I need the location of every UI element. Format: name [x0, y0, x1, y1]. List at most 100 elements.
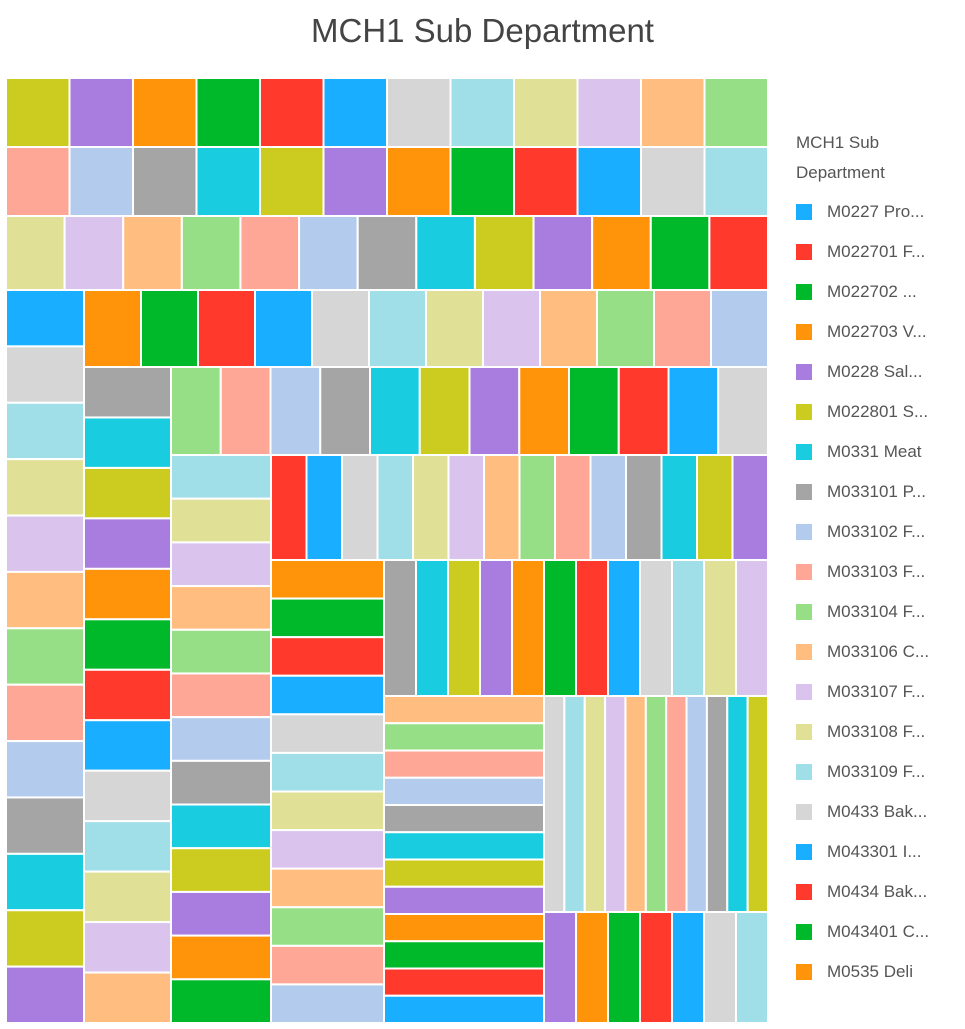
treemap-tile[interactable]: [607, 559, 641, 697]
treemap-tile[interactable]: [219, 366, 272, 456]
treemap-tile[interactable]: [5, 458, 85, 517]
treemap-tile[interactable]: [513, 77, 579, 148]
legend-item[interactable]: M0227 Pro...: [796, 192, 956, 232]
treemap-tile[interactable]: [660, 454, 698, 561]
treemap-tile[interactable]: [665, 695, 688, 913]
treemap-tile[interactable]: [383, 913, 545, 943]
treemap-tile[interactable]: [479, 559, 513, 697]
treemap-tile[interactable]: [447, 559, 481, 697]
treemap-tile[interactable]: [83, 618, 172, 671]
treemap-tile[interactable]: [482, 289, 541, 368]
treemap-tile[interactable]: [83, 719, 172, 772]
treemap-tile[interactable]: [468, 366, 521, 456]
treemap-tile[interactable]: [170, 541, 272, 588]
treemap-tile[interactable]: [83, 517, 172, 570]
treemap-tile[interactable]: [5, 570, 85, 630]
treemap-tile[interactable]: [383, 858, 545, 888]
treemap-tile[interactable]: [710, 289, 769, 368]
treemap-tile[interactable]: [376, 454, 414, 561]
treemap-tile[interactable]: [703, 559, 737, 697]
treemap-tile[interactable]: [5, 740, 85, 799]
treemap-tile[interactable]: [195, 146, 261, 217]
treemap-tile[interactable]: [383, 804, 545, 834]
treemap-tile[interactable]: [170, 716, 272, 762]
treemap-tile[interactable]: [591, 215, 652, 291]
treemap-tile[interactable]: [671, 911, 705, 1024]
treemap-tile[interactable]: [270, 751, 385, 793]
treemap-tile[interactable]: [589, 454, 627, 561]
treemap-tile[interactable]: [511, 559, 545, 697]
legend-item[interactable]: M022703 V...: [796, 312, 956, 352]
treemap-tile[interactable]: [5, 345, 85, 404]
legend-item[interactable]: M0228 Sal...: [796, 352, 956, 392]
treemap-tile[interactable]: [270, 597, 385, 639]
treemap-tile[interactable]: [703, 911, 737, 1024]
treemap-tile[interactable]: [83, 416, 172, 469]
treemap-tile[interactable]: [383, 559, 417, 697]
treemap-tile[interactable]: [513, 146, 579, 217]
treemap-tile[interactable]: [83, 466, 172, 520]
treemap-tile[interactable]: [483, 454, 521, 561]
treemap-tile[interactable]: [270, 559, 385, 600]
treemap-tile[interactable]: [5, 289, 85, 348]
treemap-tile[interactable]: [369, 366, 421, 456]
treemap-tile[interactable]: [83, 769, 172, 823]
treemap-tile[interactable]: [270, 790, 385, 832]
treemap-tile[interactable]: [83, 366, 172, 419]
treemap-tile[interactable]: [140, 289, 199, 368]
treemap-tile[interactable]: [383, 831, 545, 861]
legend-item[interactable]: M033106 C...: [796, 632, 956, 672]
treemap-tile[interactable]: [568, 366, 620, 456]
treemap-tile[interactable]: [473, 215, 535, 291]
treemap-tile[interactable]: [746, 695, 769, 913]
treemap-tile[interactable]: [640, 146, 706, 217]
treemap-tile[interactable]: [554, 454, 592, 561]
treemap-tile[interactable]: [625, 454, 663, 561]
treemap-tile[interactable]: [170, 847, 272, 893]
legend-item[interactable]: M0331 Meat: [796, 432, 956, 472]
treemap-tile[interactable]: [83, 567, 172, 621]
treemap-tile[interactable]: [640, 77, 706, 148]
treemap-tile[interactable]: [83, 870, 172, 924]
legend-item[interactable]: M0434 Bak...: [796, 872, 956, 912]
treemap-tile[interactable]: [68, 146, 134, 217]
treemap-tile[interactable]: [653, 289, 712, 368]
treemap-tile[interactable]: [270, 983, 385, 1025]
treemap-tile[interactable]: [386, 146, 452, 217]
treemap-tile[interactable]: [259, 146, 325, 217]
treemap-tile[interactable]: [298, 215, 359, 291]
legend-item[interactable]: M033109 F...: [796, 752, 956, 792]
treemap-tile[interactable]: [607, 911, 641, 1024]
treemap-tile[interactable]: [170, 759, 272, 806]
treemap-tile[interactable]: [5, 215, 66, 291]
treemap-tile[interactable]: [726, 695, 749, 913]
treemap-tile[interactable]: [83, 820, 172, 873]
treemap-tile[interactable]: [731, 454, 769, 561]
treemap-tile[interactable]: [170, 585, 272, 631]
treemap-tile[interactable]: [368, 289, 427, 368]
treemap-tile[interactable]: [583, 695, 607, 913]
legend-item[interactable]: M022702 ...: [796, 272, 956, 312]
treemap-tile[interactable]: [170, 497, 272, 544]
legend-item[interactable]: M033101 P...: [796, 472, 956, 512]
treemap-tile[interactable]: [644, 695, 668, 913]
treemap-tile[interactable]: [667, 366, 720, 456]
treemap-tile[interactable]: [383, 967, 545, 997]
treemap-tile[interactable]: [639, 559, 673, 697]
treemap-tile[interactable]: [563, 695, 586, 913]
treemap-tile[interactable]: [170, 628, 272, 675]
treemap-tile[interactable]: [269, 366, 322, 456]
treemap-tile[interactable]: [415, 559, 449, 697]
treemap-tile[interactable]: [5, 683, 85, 743]
treemap-tile[interactable]: [170, 366, 222, 456]
treemap-tile[interactable]: [254, 289, 313, 368]
treemap-tile[interactable]: [383, 994, 545, 1024]
treemap-tile[interactable]: [5, 146, 71, 217]
treemap-tile[interactable]: [239, 215, 301, 291]
treemap-tile[interactable]: [195, 77, 261, 148]
treemap-tile[interactable]: [735, 559, 769, 697]
treemap-tile[interactable]: [270, 713, 385, 754]
legend-item[interactable]: M043301 I...: [796, 832, 956, 872]
treemap-tile[interactable]: [518, 454, 556, 561]
treemap-tile[interactable]: [617, 366, 670, 456]
